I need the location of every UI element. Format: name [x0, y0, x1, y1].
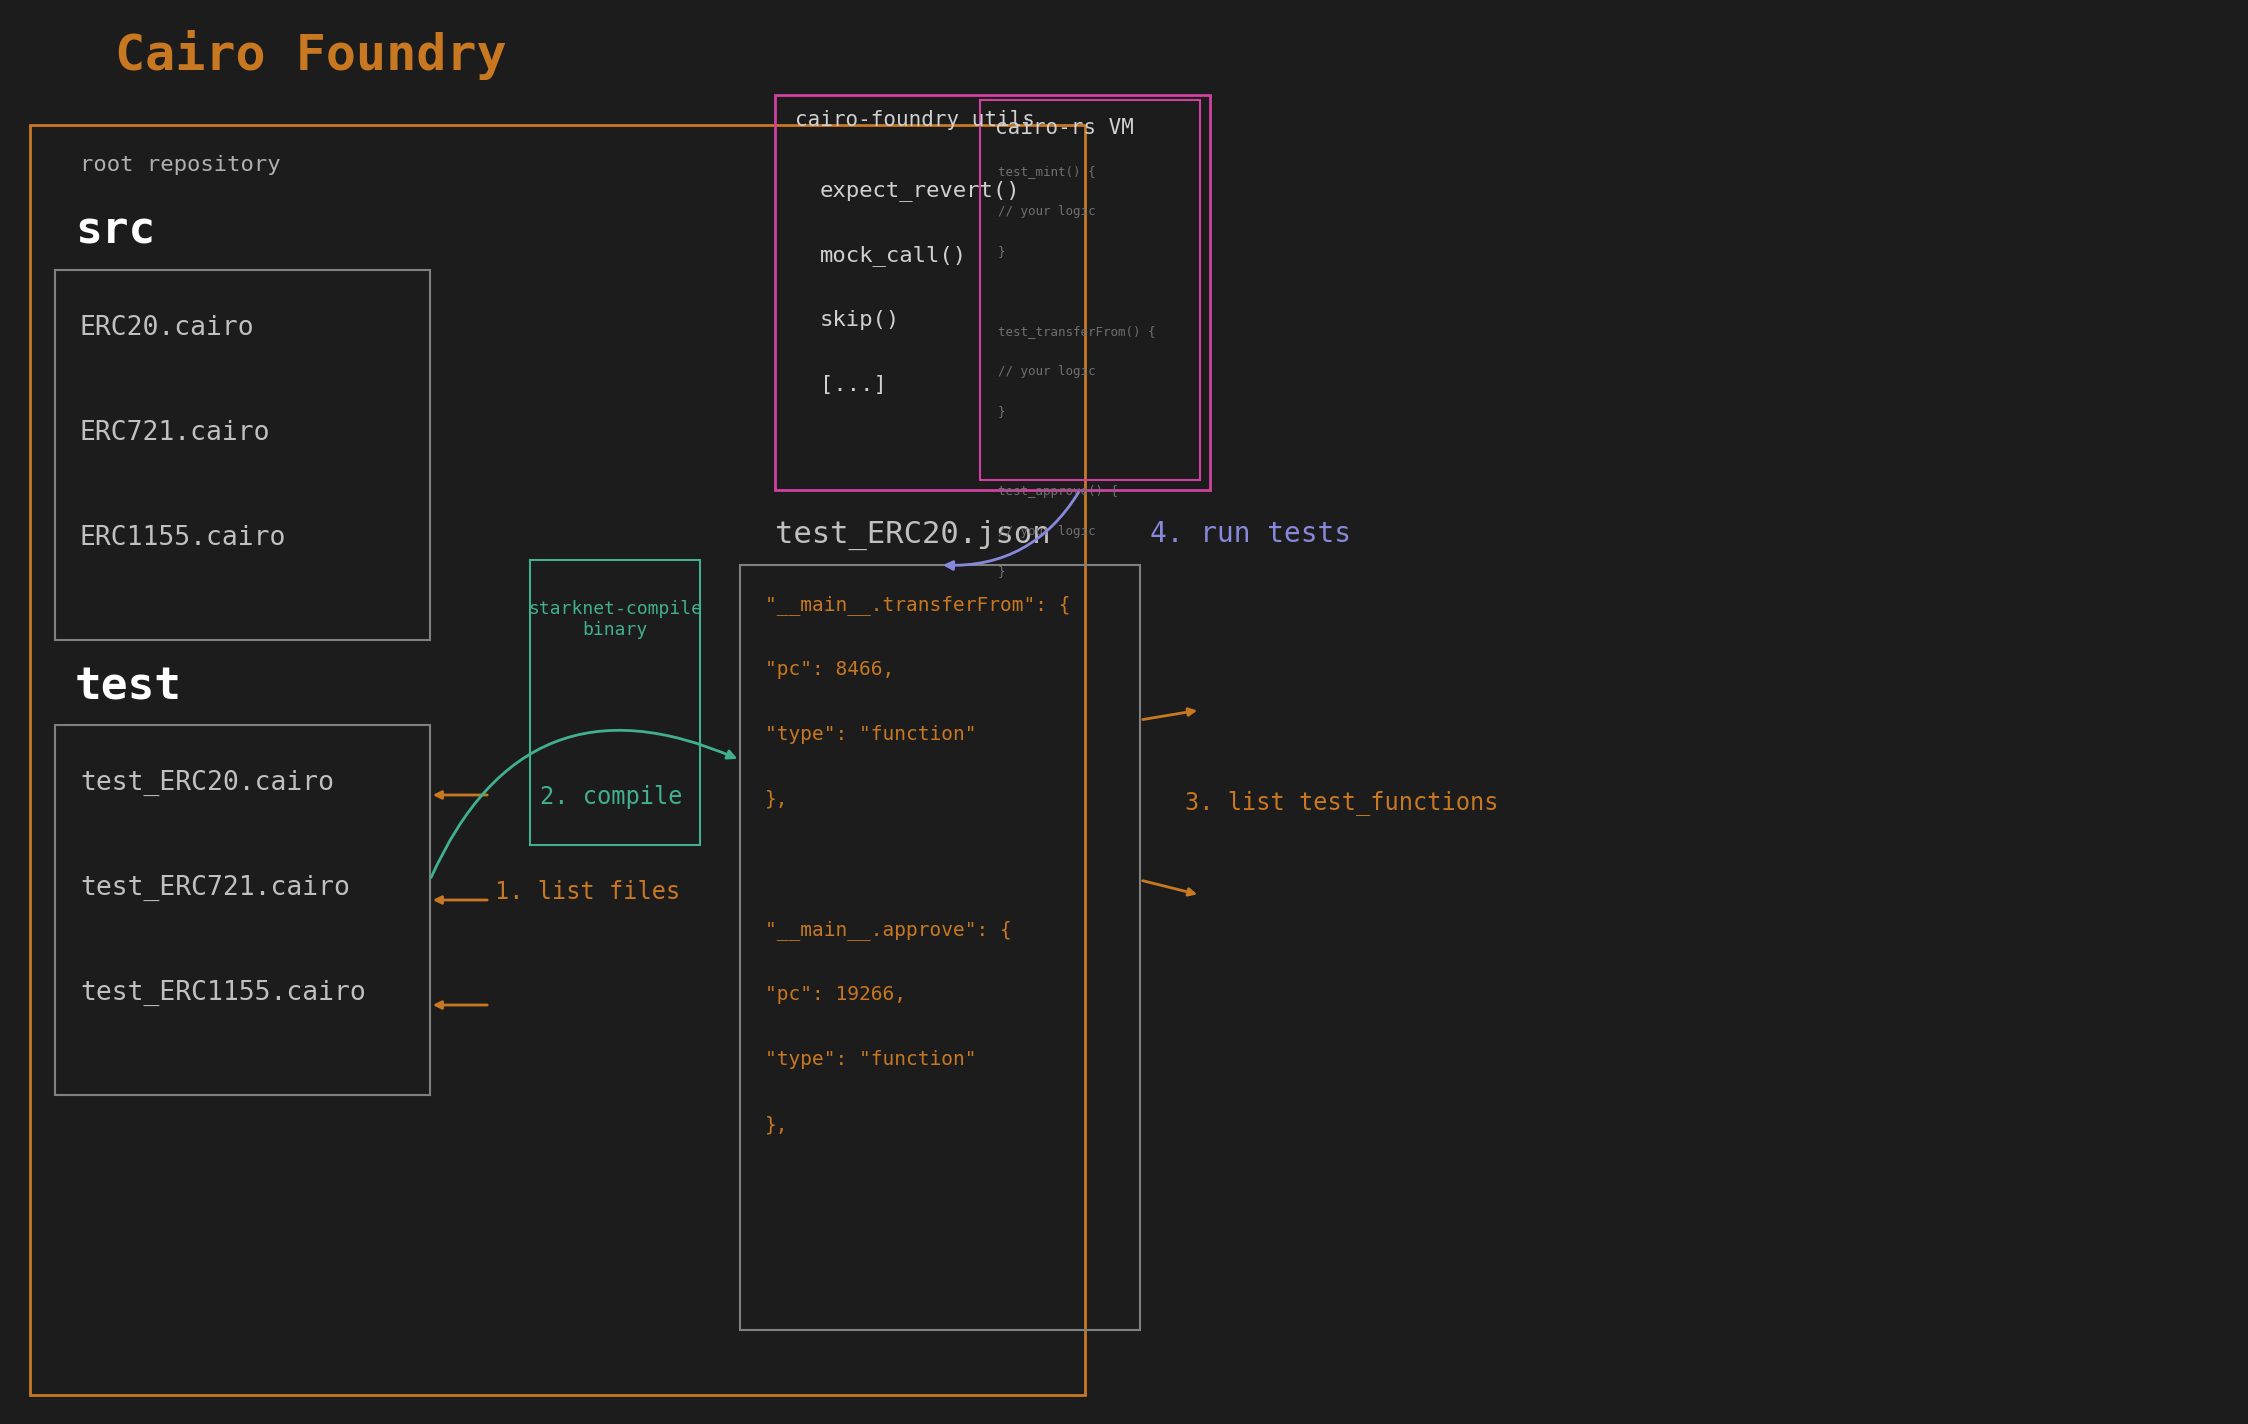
- Text: 4. run tests: 4. run tests: [1151, 520, 1351, 548]
- Text: // your logic: // your logic: [998, 205, 1095, 218]
- Text: 3. list test_functions: 3. list test_functions: [1185, 790, 1499, 815]
- Text: "__main__.approve": {: "__main__.approve": {: [764, 920, 1012, 940]
- Text: },: },: [764, 790, 789, 809]
- Text: test_ERC1155.cairo: test_ERC1155.cairo: [81, 980, 366, 1007]
- Text: "__main__.transferFrom": {: "__main__.transferFrom": {: [764, 595, 1070, 615]
- Text: "type": "function": "type": "function": [764, 725, 976, 743]
- Text: test_ERC721.cairo: test_ERC721.cairo: [81, 874, 351, 901]
- Text: ERC20.cairo: ERC20.cairo: [81, 315, 254, 340]
- Text: 1. list files: 1. list files: [495, 880, 681, 904]
- Text: test: test: [74, 665, 182, 708]
- Text: },: },: [764, 1115, 789, 1134]
- Text: test_mint() {: test_mint() {: [998, 165, 1095, 178]
- Text: ERC1155.cairo: ERC1155.cairo: [81, 525, 285, 551]
- Text: test_transferFrom() {: test_transferFrom() {: [998, 325, 1155, 337]
- Text: expect_revert(): expect_revert(): [821, 179, 1021, 201]
- Text: ERC721.cairo: ERC721.cairo: [81, 420, 270, 446]
- Text: // your logic: // your logic: [998, 525, 1095, 538]
- Text: // your logic: // your logic: [998, 365, 1095, 377]
- Text: cairo-foundry utils: cairo-foundry utils: [796, 110, 1034, 130]
- Text: }: }: [998, 245, 1005, 258]
- Text: mock_call(): mock_call(): [821, 245, 967, 266]
- Text: starknet-compile
binary: starknet-compile binary: [528, 600, 701, 639]
- Text: }: }: [998, 404, 1005, 419]
- Text: skip(): skip(): [821, 310, 899, 330]
- Text: src: src: [74, 209, 155, 253]
- Text: root repository: root repository: [81, 155, 281, 175]
- Text: 2. compile: 2. compile: [540, 785, 683, 809]
- Text: }: }: [998, 565, 1005, 578]
- Text: test_ERC20.json: test_ERC20.json: [776, 520, 1050, 550]
- Text: Cairo Foundry: Cairo Foundry: [115, 30, 506, 80]
- Text: [...]: [...]: [821, 375, 888, 394]
- Text: test_ERC20.cairo: test_ERC20.cairo: [81, 770, 335, 796]
- Text: "pc": 8466,: "pc": 8466,: [764, 659, 895, 679]
- Text: "pc": 19266,: "pc": 19266,: [764, 985, 906, 1004]
- Text: cairo-rs VM: cairo-rs VM: [996, 118, 1133, 138]
- Text: "type": "function": "type": "function": [764, 1049, 976, 1069]
- Text: test_approve() {: test_approve() {: [998, 486, 1117, 498]
